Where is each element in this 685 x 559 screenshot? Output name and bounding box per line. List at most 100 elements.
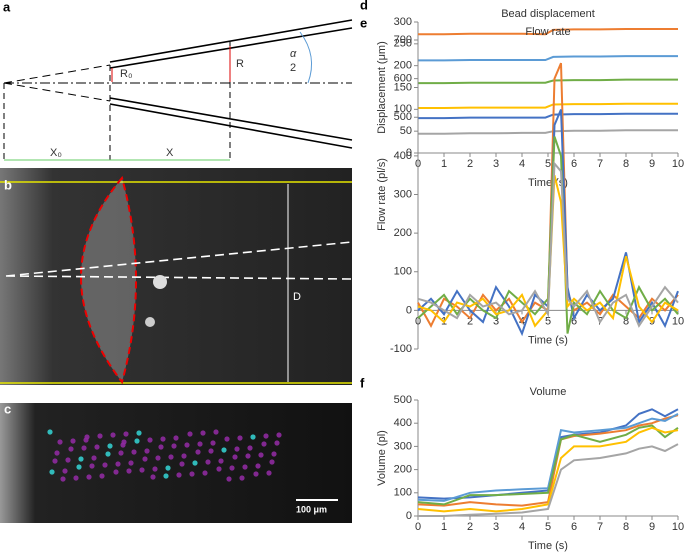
x-tick-label: 4: [519, 521, 525, 533]
x-axis-title: Time (s): [528, 334, 568, 346]
bead: [202, 470, 208, 476]
series-line: [418, 102, 678, 109]
y-tick-label: 0: [406, 304, 412, 316]
bead: [234, 446, 240, 452]
bead: [81, 445, 87, 451]
bead: [216, 466, 222, 472]
bead: [187, 431, 193, 437]
bead: [105, 451, 111, 457]
x-tick-label: 10: [672, 315, 684, 327]
bead: [195, 449, 201, 455]
y-tick-label: 250: [394, 38, 412, 50]
bead: [73, 475, 79, 481]
y-tick-label: 100: [394, 103, 412, 115]
y-axis-title: Volume (pl): [376, 430, 388, 486]
x-tick-label: 2: [467, 315, 473, 327]
bead: [232, 454, 238, 460]
bead: [226, 476, 232, 482]
bead: [221, 447, 227, 453]
bead: [160, 436, 166, 442]
series-line: [417, 424, 679, 506]
bead: [239, 475, 245, 481]
y-tick-label: 400: [394, 417, 412, 429]
bead: [97, 433, 103, 439]
bead: [47, 429, 53, 435]
y-tick-label: 700: [394, 34, 412, 46]
bead: [89, 463, 95, 469]
panel-label: e: [360, 15, 367, 30]
bead: [136, 430, 142, 436]
bead: [52, 458, 58, 464]
bead: [76, 464, 82, 470]
bead: [165, 465, 171, 471]
x-tick-label: 5: [545, 315, 551, 327]
y-tick-label: -100: [390, 343, 412, 355]
y-tick-label: 0: [406, 510, 412, 522]
image-c: 100 μm c: [0, 401, 352, 523]
series-line: [417, 413, 679, 502]
x-tick-label: 7: [597, 158, 603, 170]
x-tick-label: 3: [493, 158, 499, 170]
bead: [208, 448, 214, 454]
bead: [184, 442, 190, 448]
bead: [263, 433, 269, 439]
y-tick-label: 200: [394, 60, 412, 72]
panel-label: a: [3, 0, 11, 14]
bead: [205, 459, 211, 465]
x-tick-label: 1: [441, 158, 447, 170]
x-tick-label: 9: [649, 158, 655, 170]
bead: [99, 473, 105, 479]
y-tick-label: 150: [394, 81, 412, 93]
series-line: [418, 443, 679, 517]
bead: [113, 469, 119, 475]
bead: [210, 440, 216, 446]
bead: [60, 476, 66, 482]
bead: [142, 456, 148, 462]
bead: [261, 441, 267, 447]
x-tick-label: 6: [571, 315, 577, 327]
series-line: [417, 408, 679, 500]
bead: [158, 444, 164, 450]
series-line: [418, 55, 678, 62]
x-tick-label: 8: [623, 315, 629, 327]
x-tick-label: 10: [672, 158, 684, 170]
y-tick-label: 50: [400, 125, 412, 137]
x-tick-label: 6: [571, 521, 577, 533]
bead: [276, 432, 282, 438]
series-line: [417, 426, 679, 513]
series-line: [418, 78, 678, 85]
y-tick-label: 0: [406, 147, 412, 159]
bead: [250, 434, 256, 440]
chart-title: Bead displacement: [501, 8, 595, 20]
panel-label: c: [4, 401, 11, 416]
y-tick-label: 400: [394, 150, 412, 162]
x-tick-label: 1: [441, 521, 447, 533]
x-tick-label: 2: [467, 158, 473, 170]
y-tick-label: 500: [394, 394, 412, 406]
x0-label: X₀: [50, 147, 62, 159]
panel-label: f: [360, 375, 365, 390]
bead: [86, 474, 92, 480]
y-axis-title: Flow rate (pl/s): [376, 158, 388, 231]
bead: [269, 459, 275, 465]
bead: [245, 453, 251, 459]
bead: [224, 436, 230, 442]
y-tick-label: 600: [394, 73, 412, 85]
bead: [78, 456, 84, 462]
bead: [120, 442, 126, 448]
bead: [62, 468, 68, 474]
y-tick-label: 300: [394, 188, 412, 200]
x-tick-label: 8: [623, 158, 629, 170]
bead: [126, 468, 132, 474]
bead: [200, 430, 206, 436]
series-line: [418, 129, 678, 135]
bead: [65, 457, 71, 463]
y-tick-label: 100: [394, 487, 412, 499]
bead: [54, 450, 60, 456]
bead: [176, 472, 182, 478]
bead: [123, 431, 129, 437]
bead: [131, 449, 137, 455]
alpha-label: α: [290, 48, 297, 60]
bead: [83, 437, 89, 443]
